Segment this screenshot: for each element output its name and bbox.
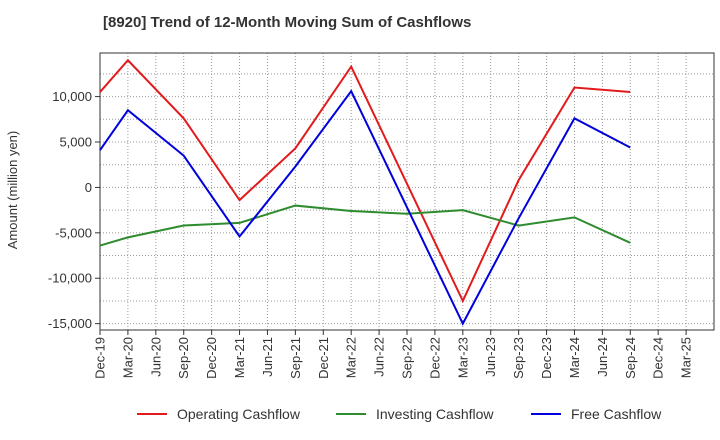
- x-tick-label: Sep-23: [511, 337, 526, 379]
- legend-swatch-investing-cashflow: [336, 413, 366, 415]
- x-tick-label: Mar-25: [679, 337, 694, 378]
- y-tick-label: 0: [85, 180, 92, 195]
- x-tick-label: Dec-24: [651, 337, 666, 379]
- legend-label-free-cashflow: Free Cashflow: [571, 406, 662, 422]
- x-tick-label: Sep-22: [400, 337, 415, 379]
- y-tick-label: 10,000: [52, 89, 92, 104]
- series-layer: [99, 58, 631, 326]
- x-tick-label: Mar-20: [120, 337, 135, 378]
- legend-label-operating-cashflow: Operating Cashflow: [177, 406, 300, 422]
- y-tick-label: -15,000: [48, 316, 92, 331]
- x-tick-label: Dec-22: [427, 337, 442, 379]
- x-tick-label: Mar-23: [455, 337, 470, 378]
- chart-title: [8920] Trend of 12-Month Moving Sum of C…: [103, 14, 472, 31]
- series-line-free-cashflow: [99, 89, 631, 326]
- x-tick-label: Jun-24: [595, 337, 610, 377]
- grid-layer: [100, 53, 714, 330]
- x-tick-label: Jun-22: [372, 337, 387, 377]
- x-tick-label: Mar-21: [232, 337, 247, 378]
- legend-item-investing-cashflow: Investing Cashflow: [336, 404, 494, 424]
- x-tick-label: Dec-21: [316, 337, 331, 379]
- x-tick-label: Jun-20: [148, 337, 163, 377]
- x-tick-label: Mar-24: [567, 337, 582, 378]
- legend-swatch-free-cashflow: [531, 413, 561, 415]
- legend-label-investing-cashflow: Investing Cashflow: [376, 406, 494, 422]
- x-tick-label: Dec-20: [204, 337, 219, 379]
- x-tick-label: Dec-23: [539, 337, 554, 379]
- y-tick-label: -5,000: [55, 225, 92, 240]
- y-tick-label: -10,000: [48, 271, 92, 286]
- legend-swatch-operating-cashflow: [137, 413, 167, 415]
- legend-item-operating-cashflow: Operating Cashflow: [137, 404, 300, 424]
- x-tick-label: Jun-21: [260, 337, 275, 377]
- legend: Operating Cashflow Investing Cashflow Fr…: [0, 404, 720, 426]
- series-line-investing-cashflow: [99, 204, 631, 247]
- legend-item-free-cashflow: Free Cashflow: [531, 404, 661, 424]
- y-tick-label: 5,000: [59, 135, 92, 150]
- x-tick-label: Mar-22: [344, 337, 359, 378]
- x-tick-label: Dec-19: [93, 337, 108, 379]
- x-tick-label: Jun-23: [483, 337, 498, 377]
- x-tick-label: Sep-21: [288, 337, 303, 379]
- x-tick-label: Sep-24: [623, 337, 638, 379]
- series-line-operating-cashflow: [99, 58, 631, 304]
- x-tick-label: Sep-20: [176, 337, 191, 379]
